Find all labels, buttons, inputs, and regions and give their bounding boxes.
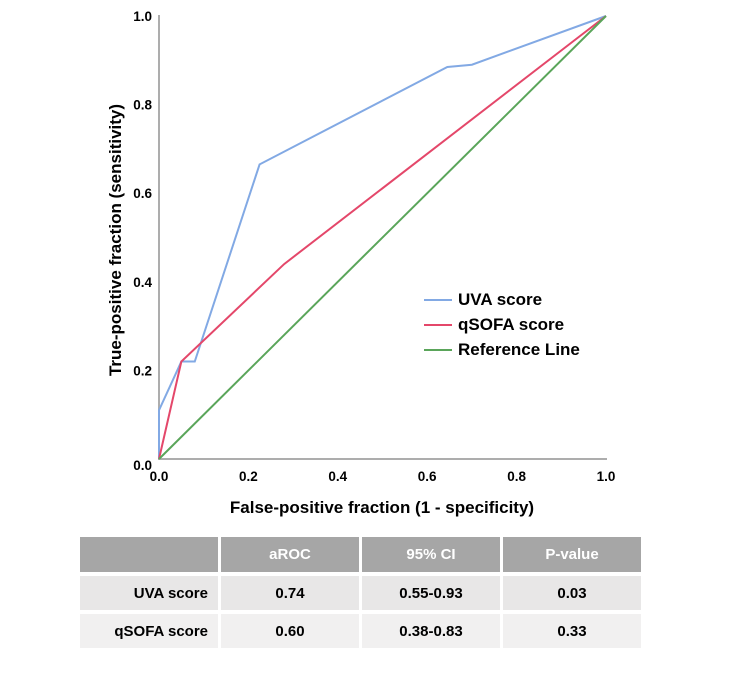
reference-line-line [158,15,607,460]
table-cell: 0.33 [503,614,641,648]
roc-chart: 0.0 0.2 0.4 0.6 0.8 1.0 0.0 0.2 0.4 0.6 0.8 1.0 Fa… [106,9,616,517]
table-row-label: UVA score [80,576,218,610]
table-cell: 0.60 [221,614,359,648]
y-tick-label: 0.6 [133,186,152,201]
roc-chart-canvas: 0.0 0.2 0.4 0.6 0.8 1.0 0.0 0.2 0.4 0.6 0.8 1.0 Fa… [106,9,616,517]
table-cell: 0.38-0.83 [362,614,500,648]
y-tick-label: 0.4 [133,275,152,290]
chart-legend: UVA score qSOFA score Reference Line [424,289,580,360]
legend-label: UVA score [458,290,543,309]
legend-swatch-reference-line [424,348,452,351]
x-tick-label: 0.0 [150,469,169,484]
legend-item-uva-score: UVA score [424,289,580,310]
y-tick-label: 0.8 [133,98,152,113]
x-tick-label: 0.2 [239,469,258,484]
table-header-cell: P-value [503,537,641,572]
legend-label: qSOFA score [458,315,565,334]
legend-swatch-qsofa-score [424,323,452,326]
table-header-cell: 95% CI [362,537,500,572]
x-axis-title: False-positive fraction (1 - specificity… [230,498,534,517]
legend-item-reference-line: Reference Line [424,339,580,360]
table-header-cell [80,537,218,572]
y-tick-label: 1.0 [133,9,152,24]
legend-swatch-uva-score [424,298,452,301]
table-row-label: qSOFA score [80,614,218,648]
x-tick-label: 0.6 [418,469,437,484]
x-tick-label: 0.8 [507,469,526,484]
x-tick-label: 0.4 [328,469,347,484]
y-tick-label: 0.2 [133,363,152,378]
table-header-cell: aROC [221,537,359,572]
x-axis-tick-labels: 0.0 0.2 0.4 0.6 0.8 1.0 [150,469,616,484]
qsofa-score-line [158,15,607,460]
uva-score-line [158,15,607,459]
table-cell: 0.03 [503,576,641,610]
y-tick-label: 0.0 [133,458,152,473]
y-axis-title: True-positive fraction (sensitivity) [106,104,125,376]
y-axis-tick-labels: 0.0 0.2 0.4 0.6 0.8 1.0 [133,9,152,473]
table-cell: 0.55-0.93 [362,576,500,610]
results-table: aROC 95% CI P-value UVA score 0.74 0.55-0.93 0… [80,537,641,648]
x-tick-label: 1.0 [597,469,616,484]
table-cell: 0.74 [221,576,359,610]
legend-item-qsofa-score: qSOFA score [424,314,580,335]
roc-series [158,15,607,460]
legend-label: Reference Line [458,340,580,359]
